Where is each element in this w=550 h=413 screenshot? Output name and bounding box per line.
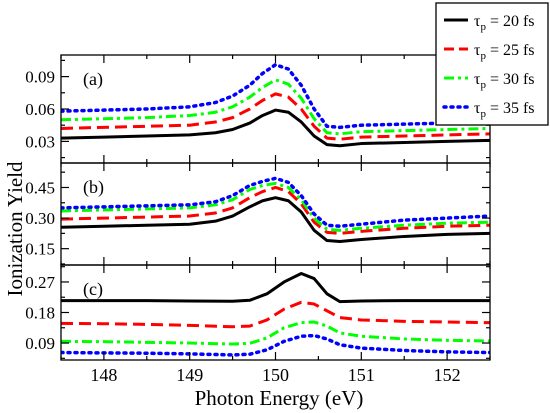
x-tick-label: 149 [176,365,203,385]
legend: τp = 20 fs τp = 25 fs τp = 30 fs τp = 35 fs [435,2,549,126]
panels: 0.030.060.09 (a)0.150.300.45 (b)0.090.180.… [25,54,491,361]
panel-label: (b) [83,177,104,198]
series-line [61,196,490,244]
y-tick-label: 0.06 [25,100,55,119]
panel-label: (c) [83,279,103,300]
series-line [61,62,490,130]
series-line [61,320,490,346]
panel-label: (a) [83,69,103,90]
y-axis-label: Ionization Yield [3,161,27,297]
legend-box [435,2,549,126]
x-tick-label: 152 [434,365,461,385]
x-tick-label: 148 [90,365,117,385]
series-line [61,108,490,148]
y-tick-label: 0.15 [25,240,55,259]
series-line [61,92,490,141]
y-tick-label: 0.45 [25,178,55,197]
legend-label: τp = 25 fs [474,42,535,62]
legend-label: τp = 35 fs [474,100,535,120]
panel: 0.09 0.18 0.27 (c) [25,264,491,361]
series-line [61,185,490,235]
series-line [61,78,490,136]
y-tick-label: 0.09 [25,334,55,353]
y-tick-label: 0.30 [25,209,55,228]
x-axis-label: Photon Energy (eV) [195,386,364,410]
y-tick-label: 0.18 [25,304,55,323]
legend-item: τp = 20 fs [444,13,535,33]
legend-item: τp = 25 fs [444,42,535,62]
legend-item: τp = 30 fs [444,71,535,91]
x-axis: 148 149 150 151 152 [90,365,460,385]
legend-label: τp = 20 fs [474,13,535,33]
series-line [61,333,490,357]
panel: 0.03 0.06 0.09 (a) [25,54,491,164]
x-tick-label: 150 [262,365,289,385]
y-tick-label: 0.27 [25,273,55,292]
series-line [61,271,490,304]
legend-item: τp = 35 fs [442,100,535,120]
series-line [61,181,490,232]
legend-label: τp = 30 fs [474,71,535,91]
panel: 0.15 0.30 0.45 (b) [25,162,491,266]
y-tick-label: 0.03 [25,132,55,151]
series-line [61,176,490,228]
series-line [61,300,490,329]
x-tick-label: 151 [348,365,375,385]
y-tick-label: 0.09 [25,68,55,87]
